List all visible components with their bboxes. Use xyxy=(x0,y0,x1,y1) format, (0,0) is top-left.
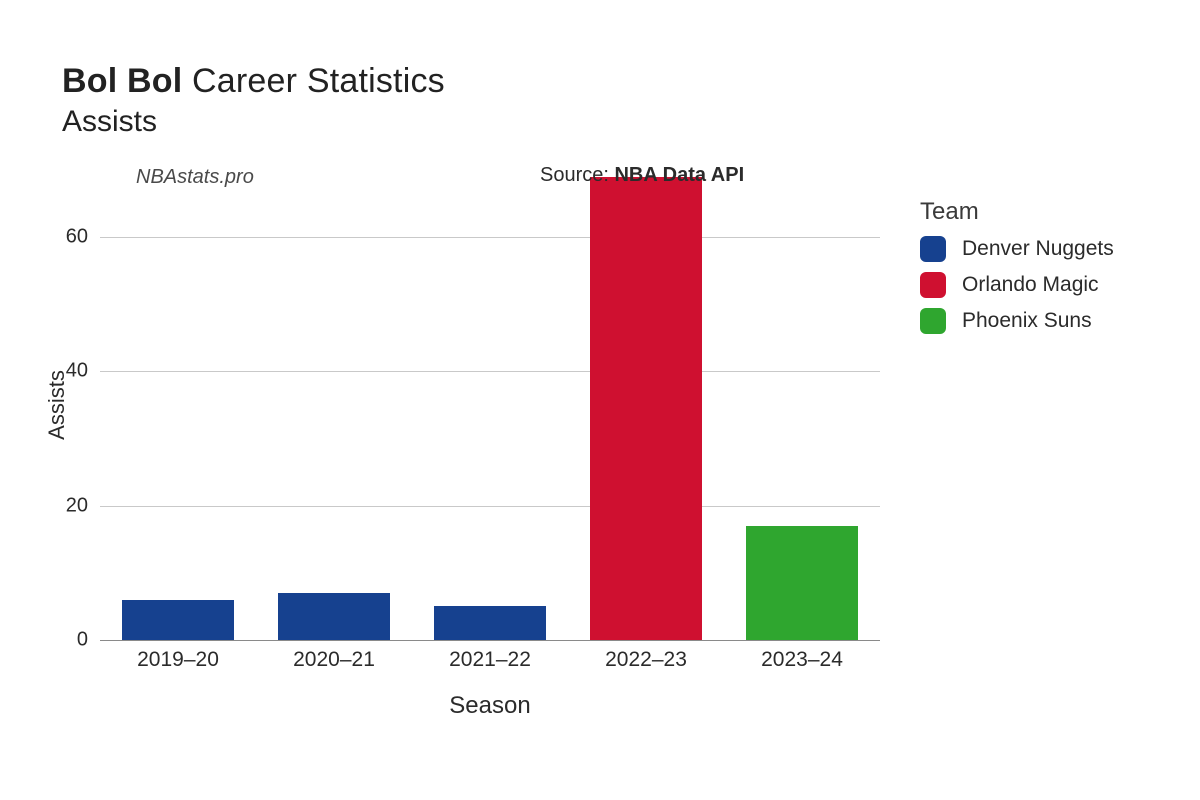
bar xyxy=(122,600,234,640)
legend-item: Phoenix Suns xyxy=(920,308,1114,334)
y-tick-label: 20 xyxy=(38,494,88,517)
plot-inner: 02040602019–202020–212021–222022–232023–… xyxy=(100,170,880,640)
legend-label: Orlando Magic xyxy=(962,273,1099,297)
x-tick-label: 2020–21 xyxy=(293,648,375,672)
bar xyxy=(278,593,390,640)
legend-item: Denver Nuggets xyxy=(920,236,1114,262)
gridline xyxy=(100,506,880,507)
gridline xyxy=(100,371,880,372)
source-name: NBA Data API xyxy=(614,164,744,186)
source-prefix: Source: xyxy=(540,164,614,186)
y-tick-label: 0 xyxy=(38,629,88,652)
legend-title: Team xyxy=(920,198,1114,226)
bar xyxy=(590,177,702,640)
legend-label: Denver Nuggets xyxy=(962,237,1114,261)
plot-area: 02040602019–202020–212021–222022–232023–… xyxy=(100,170,880,640)
x-axis-baseline xyxy=(100,640,880,642)
legend-item: Orlando Magic xyxy=(920,272,1114,298)
chart-title-block: Bol Bol Career Statistics Assists xyxy=(62,62,445,139)
credit-text: NBAstats.pro xyxy=(136,166,254,189)
legend-swatch xyxy=(920,308,946,334)
legend-swatch xyxy=(920,236,946,262)
chart-title: Bol Bol Career Statistics xyxy=(62,62,445,101)
title-suffix: Career Statistics xyxy=(192,62,445,100)
bar xyxy=(746,526,858,640)
chart-subtitle: Assists xyxy=(62,105,445,139)
legend: Team Denver Nuggets Orlando Magic Phoenix … xyxy=(920,198,1114,344)
title-player-name: Bol Bol xyxy=(62,62,182,100)
legend-label: Phoenix Suns xyxy=(962,309,1092,333)
gridline xyxy=(100,237,880,238)
legend-swatch xyxy=(920,272,946,298)
x-tick-label: 2023–24 xyxy=(761,648,843,672)
source-text: Source: NBA Data API xyxy=(540,164,744,187)
x-tick-label: 2021–22 xyxy=(449,648,531,672)
bar xyxy=(434,606,546,640)
chart-canvas: Bol Bol Career Statistics Assists 020406… xyxy=(0,0,1200,800)
x-axis-title: Season xyxy=(449,692,530,720)
x-tick-label: 2022–23 xyxy=(605,648,687,672)
x-tick-label: 2019–20 xyxy=(137,648,219,672)
y-axis-title: Assists xyxy=(44,370,70,440)
y-tick-label: 60 xyxy=(38,226,88,249)
